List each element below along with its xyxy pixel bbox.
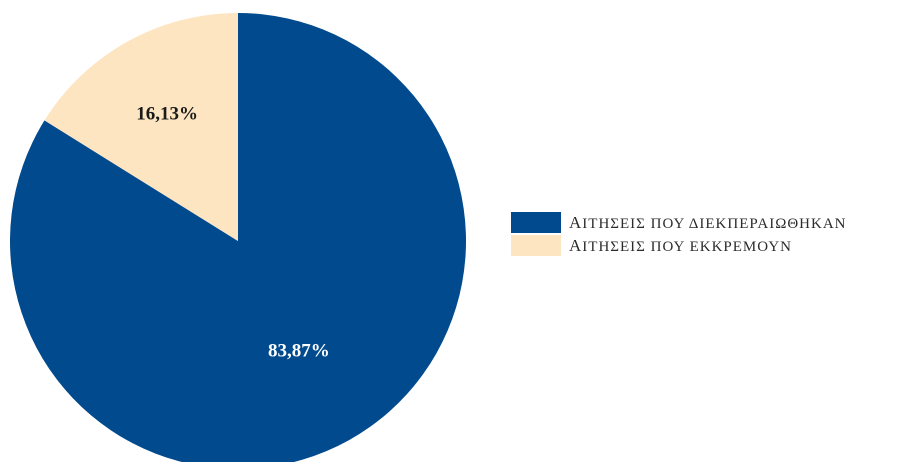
pie-slice-completed (10, 13, 466, 462)
legend-item-completed: ΑΙΤΗΣΕΙΣ ΠΟΥ ΔΙΕΚΠΕΡΑΙΩΘΗΚΑΝ (511, 211, 847, 234)
legend-item-pending: ΑΙΤΗΣΕΙΣ ΠΟΥ ΕΚΚΡΕΜΟΥΝ (511, 234, 847, 257)
legend-label-completed: ΑΙΤΗΣΕΙΣ ΠΟΥ ΔΙΕΚΠΕΡΑΙΩΘΗΚΑΝ (569, 212, 847, 232)
legend-swatch-completed (511, 212, 561, 233)
data-label-completed: 83,87% (268, 341, 330, 362)
legend-label-pending: ΑΙΤΗΣΕΙΣ ΠΟΥ ΕΚΚΡΕΜΟΥΝ (569, 235, 793, 255)
legend-swatch-pending (511, 235, 561, 256)
chart-legend: ΑΙΤΗΣΕΙΣ ΠΟΥ ΔΙΕΚΠΕΡΑΙΩΘΗΚΑΝ ΑΙΤΗΣΕΙΣ ΠΟ… (511, 211, 847, 257)
pie-slice-pending (44, 13, 239, 241)
pie-data-labels: 83,87% 16,13% (136, 103, 329, 361)
pie-slices (10, 13, 466, 462)
data-label-pending: 16,13% (136, 103, 198, 124)
